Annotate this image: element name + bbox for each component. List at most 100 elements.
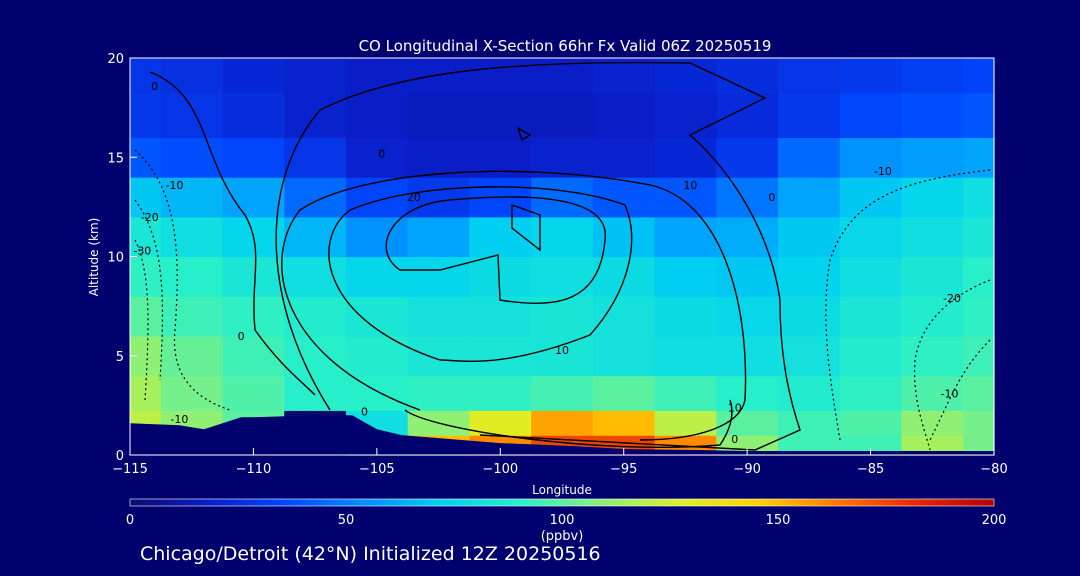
heatmap-cell (716, 216, 779, 258)
heatmap-cell (778, 177, 841, 218)
contour-peak (511, 204, 541, 252)
heatmap-cell (130, 177, 162, 218)
heatmap-cell (222, 375, 285, 411)
x-tick-label: −105 (359, 462, 395, 477)
heatmap-cell (963, 335, 995, 377)
contour-label: 0 (768, 191, 775, 204)
contour-label: 0 (238, 330, 245, 343)
heatmap-cell (839, 335, 903, 377)
heatmap-cell (654, 375, 717, 411)
heatmap-cell (901, 216, 964, 258)
heatmap-cell (160, 92, 224, 138)
heatmap-cell (716, 177, 779, 218)
heatmap-cell (407, 177, 471, 218)
heatmap-cell (839, 216, 903, 258)
contour-label: -10 (874, 165, 892, 178)
heatmap-cell (284, 335, 347, 377)
colorbar-tick-label: 150 (766, 513, 791, 528)
heatmap-cell (284, 58, 347, 94)
heatmap-cell (839, 177, 903, 218)
heatmap-cell (284, 296, 347, 337)
heatmap-cell (901, 137, 964, 178)
contour-label: -10 (941, 387, 959, 400)
heatmap-cell (592, 256, 656, 297)
contour-label: 0 (361, 405, 368, 418)
heatmap-cell (839, 92, 903, 138)
heatmap-cell (160, 58, 224, 94)
y-axis: 0 5 10 15 20 (107, 52, 137, 464)
contour-label: 20 (407, 191, 421, 204)
heatmap-cell (469, 216, 532, 258)
heatmap-cell (778, 216, 841, 258)
heatmap-cell (407, 58, 471, 94)
x-tick-label: −80 (980, 462, 1007, 477)
contour-inner (385, 196, 606, 305)
heatmap-cell (778, 58, 841, 94)
heatmap-cell (654, 296, 717, 337)
heatmap-cell (531, 92, 594, 138)
heatmap-cell (963, 58, 995, 94)
heatmap-cell (839, 58, 903, 94)
x-tick-label: −85 (857, 462, 884, 477)
heatmap-cell (531, 335, 594, 377)
heatmap-cell (346, 177, 409, 218)
footer-caption: Chicago/Detroit (42°N) Initialized 12Z 2… (140, 543, 601, 565)
heatmap-cell (469, 256, 532, 297)
heatmap-cell (654, 137, 717, 178)
heatmap-cell (130, 92, 162, 138)
heatmap-cell (592, 92, 656, 138)
colorbar-unit: (ppbv) (541, 529, 584, 544)
heatmap-cell (284, 216, 347, 258)
x-tick-label: −95 (610, 462, 637, 477)
contour-label: -10 (170, 413, 188, 426)
heatmap-cell (778, 410, 841, 436)
colorbar-tick-label: 0 (126, 513, 134, 528)
heatmap-cell (592, 335, 656, 377)
contour-label: -30 (133, 245, 151, 258)
contour-labels: 0 0 0 0 0 0 10 10 10 20 -10 -20 -30 -10 -10 -20 -10 (133, 80, 961, 446)
heatmap-cell (778, 256, 841, 297)
heatmap-cell (592, 410, 656, 436)
heatmap-cell (963, 92, 995, 138)
x-tick-label: −100 (482, 462, 518, 477)
colorbar-ticks: 0 50 100 150 200 (126, 513, 1007, 528)
x-axis-label: Longitude (532, 483, 592, 497)
contour-label: 10 (683, 179, 697, 192)
heatmap-cell (839, 375, 903, 411)
heatmap-cell (716, 58, 779, 94)
heatmap-cell (963, 435, 995, 456)
heatmap-cell (963, 375, 995, 411)
contour-label: 0 (378, 147, 385, 160)
y-tick-label: 10 (107, 251, 124, 266)
y-axis-label: Altitude (km) (87, 218, 101, 297)
heatmap-cell (778, 435, 841, 456)
heatmap-cell (531, 177, 594, 218)
heatmap-cell (592, 375, 656, 411)
heatmap-cell (716, 435, 779, 456)
heatmap-cell (654, 58, 717, 94)
contour-label: 0 (731, 433, 738, 446)
heatmap-cell (716, 375, 779, 411)
colorbar: 0 50 100 150 200 (ppbv) (126, 498, 1007, 544)
heatmap-cell (654, 177, 717, 218)
x-tick-label: −115 (112, 462, 148, 477)
heatmap-cell (346, 58, 409, 94)
heatmap-cell (346, 256, 409, 297)
contour-lines-negative (134, 149, 991, 451)
heatmap-cell (654, 256, 717, 297)
contour-label: -20 (141, 211, 159, 224)
heatmap-cell (284, 177, 347, 218)
heatmap-cell (160, 296, 224, 337)
heatmap-cell (778, 137, 841, 178)
heatmap-cell (839, 137, 903, 178)
x-tick-label: −90 (733, 462, 760, 477)
heatmap-cell (839, 410, 903, 436)
heatmap-cell (531, 137, 594, 178)
heatmap-cell (284, 137, 347, 178)
colorbar-tick-label: 100 (550, 513, 575, 528)
heatmap-cell (407, 335, 471, 377)
contour-lines (149, 61, 801, 451)
colorbar-gradient (129, 498, 995, 507)
heatmap-cell (778, 92, 841, 138)
